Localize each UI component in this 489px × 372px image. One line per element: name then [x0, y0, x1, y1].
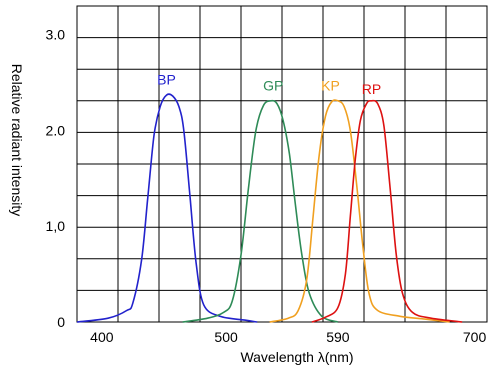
series-bp-curve: [76, 93, 258, 323]
series-labels: BP GP KP RP: [157, 72, 381, 98]
y-tick-label: 2.0: [46, 122, 66, 138]
series-gp-curve: [182, 99, 339, 323]
x-tick-label: 500: [214, 329, 238, 345]
series-gp-label: GP: [263, 77, 283, 93]
y-tick-label: 3.0: [46, 27, 66, 43]
curves: [76, 93, 463, 323]
y-tick-label: 1,0: [46, 218, 66, 234]
grid: [77, 6, 487, 322]
series-kp-label: KP: [321, 77, 340, 93]
series-rp-label: RP: [362, 81, 381, 97]
y-axis-label: Relative radiant intensity: [9, 64, 25, 217]
x-tick-label: 700: [463, 329, 487, 345]
series-kp-curve: [269, 99, 450, 323]
x-tick-labels: 400 500 590 700: [90, 329, 486, 345]
y-tick-labels: 0 1,0 2.0 3.0: [46, 27, 66, 330]
x-tick-label: 590: [326, 329, 350, 345]
series-bp-label: BP: [157, 72, 176, 88]
series-rp-curve: [311, 99, 463, 323]
x-tick-label: 400: [90, 329, 114, 345]
y-tick-label: 0: [57, 314, 65, 330]
x-axis-label: Wavelength λ(nm): [240, 349, 353, 365]
plot-area: [76, 5, 488, 323]
